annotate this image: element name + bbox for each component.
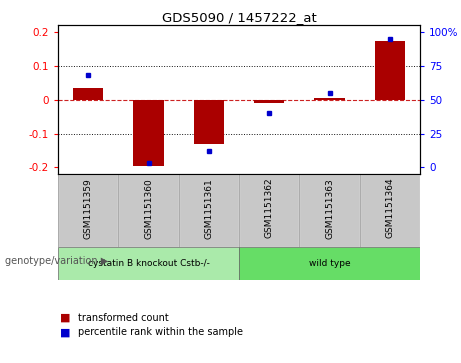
Bar xyxy=(73,88,103,100)
Text: GSM1151359: GSM1151359 xyxy=(83,178,93,238)
Text: percentile rank within the sample: percentile rank within the sample xyxy=(78,327,243,337)
Bar xyxy=(360,174,420,247)
Text: cystatin B knockout Cstb-/-: cystatin B knockout Cstb-/- xyxy=(88,259,209,268)
Bar xyxy=(58,247,239,280)
Text: GSM1151363: GSM1151363 xyxy=(325,178,334,238)
Text: GSM1151362: GSM1151362 xyxy=(265,178,274,238)
Bar xyxy=(314,98,344,100)
Bar xyxy=(239,247,420,280)
Title: GDS5090 / 1457222_at: GDS5090 / 1457222_at xyxy=(162,11,316,24)
Text: wild type: wild type xyxy=(309,259,350,268)
Bar xyxy=(58,174,118,247)
Text: GSM1151360: GSM1151360 xyxy=(144,178,153,238)
Bar xyxy=(299,174,360,247)
Bar xyxy=(118,174,179,247)
Bar xyxy=(133,100,164,166)
Text: GSM1151364: GSM1151364 xyxy=(385,178,394,238)
Text: ■: ■ xyxy=(60,327,71,337)
Bar xyxy=(254,100,284,103)
Bar xyxy=(194,100,224,144)
Text: ■: ■ xyxy=(60,313,71,323)
Text: genotype/variation ▶: genotype/variation ▶ xyxy=(5,256,108,266)
Text: transformed count: transformed count xyxy=(78,313,169,323)
Bar xyxy=(239,174,299,247)
Text: GSM1151361: GSM1151361 xyxy=(204,178,213,238)
Bar xyxy=(179,174,239,247)
Bar xyxy=(375,41,405,100)
